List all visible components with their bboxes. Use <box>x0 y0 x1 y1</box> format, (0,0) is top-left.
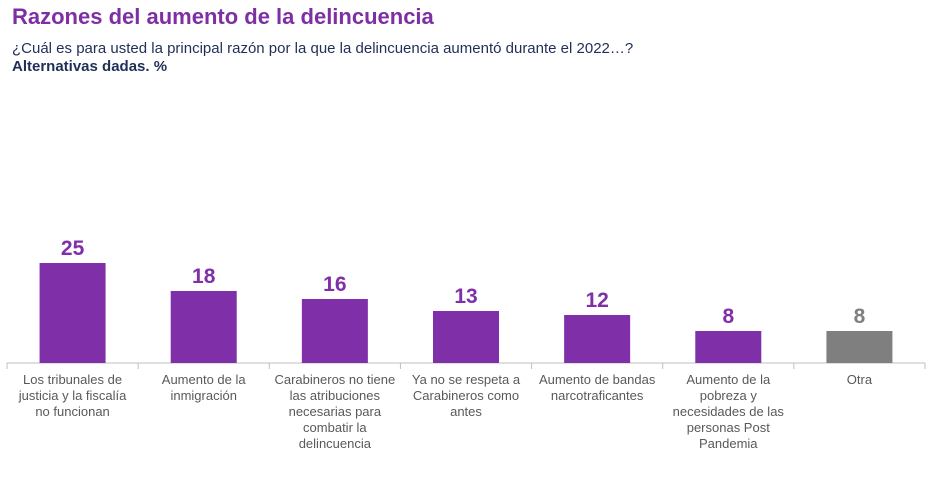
category-label: Ya no se respeta a Carabineros como ante… <box>411 372 521 419</box>
category-label: Aumento de la pobreza y necesidades de l… <box>672 372 784 451</box>
bar <box>695 331 762 363</box>
category-label: Aumento de la inmigración <box>161 372 246 403</box>
data-label: 18 <box>192 265 216 288</box>
bar <box>826 331 893 363</box>
data-label: 8 <box>722 305 734 328</box>
bar <box>39 263 106 363</box>
chart-title: Razones del aumento de la delincuencia <box>12 4 434 29</box>
bar <box>433 311 499 363</box>
chart-note: Alternativas dadas. % <box>12 58 168 75</box>
data-label: 12 <box>585 289 608 312</box>
category-label: Otra <box>846 372 873 387</box>
bar <box>170 291 237 363</box>
data-label: 16 <box>323 273 346 296</box>
bar <box>301 299 368 363</box>
category-label: Carabineros no tiene las atribuciones ne… <box>274 372 396 451</box>
category-label: Los tribunales de justicia y la fiscalía… <box>18 372 127 419</box>
bar <box>564 315 631 363</box>
data-label: 8 <box>854 305 866 328</box>
data-label: 25 <box>61 237 85 260</box>
data-label: 13 <box>454 285 477 308</box>
chart-subtitle: ¿Cuál es para usted la principal razón p… <box>12 40 634 57</box>
category-label: Aumento de bandas narcotraficantes <box>538 372 656 403</box>
